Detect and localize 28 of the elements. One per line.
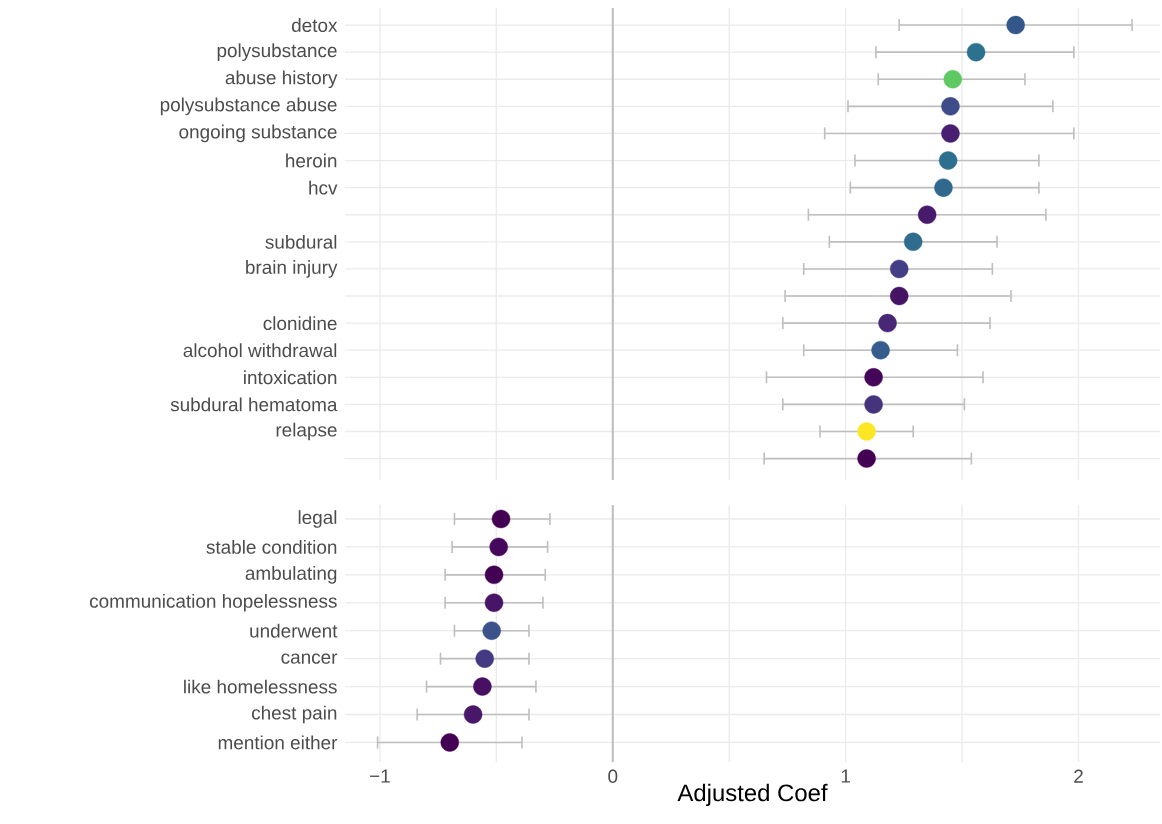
y-tick-label: communication hopelessness — [89, 593, 337, 612]
y-tick-label: polysubstance — [217, 43, 337, 61]
y-tick-label: cancer — [281, 653, 338, 664]
y-tick-label: subdural — [265, 234, 337, 249]
y-tick-label: stable condition — [206, 539, 337, 554]
y-tick-label: subdural hematoma — [170, 397, 338, 412]
y-tick-label: relapse — [276, 422, 337, 441]
x-tick-label: 2 — [1074, 769, 1083, 783]
x-tick-label: 0 — [608, 769, 618, 783]
y-tick-label: ongoing substance — [179, 124, 337, 143]
x-tick-label: −1 — [370, 769, 390, 783]
y-tick-label: like homelessness — [184, 679, 337, 694]
y-tick-label: hcv — [309, 180, 338, 195]
y-tick-label: underwent — [250, 623, 338, 638]
x-axis-title: Adjusted Coef — [677, 783, 828, 807]
y-tick-label: alcohol withdrawal — [183, 343, 337, 358]
y-tick-label: chest pain — [251, 705, 337, 724]
y-tick-label: abuse history — [225, 70, 338, 89]
y-tick-label: polysubstance abuse — [160, 97, 337, 116]
y-tick-label: brain injury — [246, 260, 338, 278]
y-tick-label: legal — [298, 510, 337, 528]
y-tick-label: heroin — [286, 153, 337, 168]
y-tick-label: clonidine — [263, 316, 337, 331]
y-tick-label: ambulating — [245, 566, 337, 584]
y-tick-label: detox — [291, 18, 338, 33]
y-tick-label: intoxication — [244, 370, 337, 385]
x-tick-label: 1 — [841, 769, 850, 783]
y-tick-label: mention either — [218, 735, 338, 750]
